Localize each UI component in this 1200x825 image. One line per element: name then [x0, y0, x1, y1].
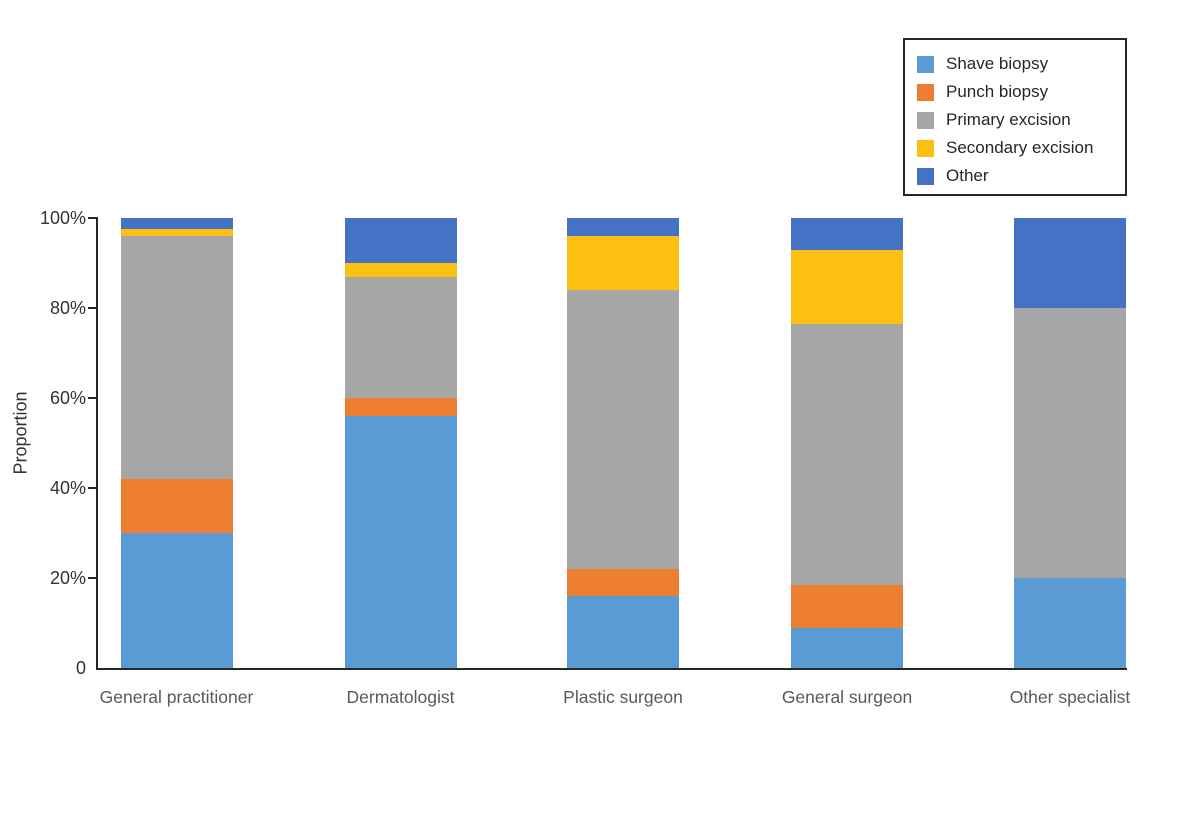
bar-general-practitioner [120, 218, 233, 668]
segment-secondary-excision-general-practitioner [120, 229, 233, 236]
segment-primary-excision-general-surgeon [791, 323, 903, 585]
y-tick-mark-80 [88, 307, 96, 309]
y-tick-mark-60 [88, 397, 96, 399]
y-tick-label-20: 20% [49, 568, 86, 588]
segment-shave-biopsy-general-surgeon [791, 627, 903, 668]
x-label-plastic-surgeon: Plastic surgeon [563, 687, 683, 707]
segment-secondary-excision-plastic-surgeon [567, 236, 679, 290]
legend-box: Shave biopsy Punch biopsy Primary excision… [903, 38, 1127, 196]
segment-punch-biopsy-dermatologist [344, 398, 457, 416]
segment-other-general-surgeon [791, 218, 903, 250]
legend-swatch-punch-biopsy [917, 83, 934, 101]
segment-punch-biopsy-general-practitioner [120, 479, 233, 533]
legend-item-secondary-excision: Secondary excision [917, 134, 1125, 162]
x-axis-line [96, 668, 1127, 670]
bar-dermatologist [344, 218, 457, 668]
segment-other-dermatologist [344, 218, 457, 263]
legend-label-primary-excision: Primary excision [946, 110, 1071, 129]
legend-label-shave-biopsy: Shave biopsy [946, 54, 1049, 73]
bar-plastic-surgeon [567, 218, 679, 668]
x-label-general-surgeon: General surgeon [781, 687, 913, 707]
y-tick-mark-40 [88, 487, 96, 489]
segment-primary-excision-plastic-surgeon [567, 290, 679, 569]
segment-secondary-excision-dermatologist [344, 263, 457, 277]
segment-primary-excision-dermatologist [344, 276, 457, 398]
segment-shave-biopsy-plastic-surgeon [567, 596, 679, 668]
segment-other-general-practitioner [120, 218, 233, 230]
legend-item-shave-biopsy: Shave biopsy [917, 50, 1125, 78]
legend-swatch-secondary-excision [917, 139, 934, 157]
y-tick-mark-20 [88, 577, 96, 579]
legend-label-other: Other [946, 166, 989, 185]
legend-swatch-other [917, 167, 934, 185]
y-tick-label-80: 80% [49, 298, 86, 318]
legend-item-other: Other [917, 162, 1125, 190]
legend-swatch-primary-excision [917, 111, 934, 129]
segment-shave-biopsy-other-specialist [1014, 578, 1126, 668]
legend-label-punch-biopsy: Punch biopsy [946, 82, 1049, 101]
legend-item-punch-biopsy: Punch biopsy [917, 78, 1125, 106]
bar-other-specialist [1014, 218, 1126, 668]
y-tick-mark-100 [88, 217, 96, 219]
legend-swatch-shave-biopsy [917, 55, 934, 73]
legend-label-secondary-excision: Secondary excision [946, 138, 1094, 157]
x-label-dermatologist: Dermatologist [346, 687, 455, 707]
segment-punch-biopsy-plastic-surgeon [567, 569, 679, 596]
y-axis-line [96, 217, 98, 670]
segment-primary-excision-general-practitioner [120, 236, 233, 479]
segment-punch-biopsy-general-surgeon [791, 584, 903, 628]
segment-primary-excision-other-specialist [1014, 308, 1126, 578]
segment-secondary-excision-general-surgeon [791, 249, 903, 324]
x-label-other-specialist: Other specialist [1009, 687, 1131, 707]
bar-general-surgeon [791, 218, 903, 668]
legend-item-primary-excision: Primary excision [917, 106, 1125, 134]
y-tick-label-60: 60% [49, 388, 86, 408]
y-tick-label-0: 0 [75, 658, 86, 678]
segment-shave-biopsy-dermatologist [344, 416, 457, 668]
segment-other-plastic-surgeon [567, 218, 679, 236]
y-tick-label-100: 100% [39, 208, 86, 228]
x-label-general-practitioner: General practitioner [99, 687, 254, 707]
y-tick-label-40: 40% [49, 478, 86, 498]
segment-shave-biopsy-general-practitioner [120, 533, 233, 668]
segment-other-other-specialist [1014, 218, 1126, 308]
